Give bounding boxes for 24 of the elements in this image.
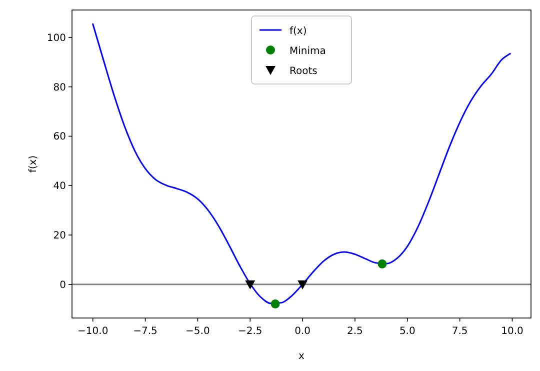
y-tick-label: 80: [53, 82, 66, 94]
point: [298, 280, 308, 290]
x-tick-label: 5.0: [399, 326, 416, 337]
x-tick-label: −2.5: [238, 326, 262, 337]
y-axis-title: f(x): [28, 155, 39, 173]
legend-label: f(x): [290, 26, 307, 37]
x-tick-label: −10.0: [78, 326, 108, 337]
x-tick-label: −5.0: [186, 326, 210, 337]
x-tick-label: 0.0: [294, 326, 310, 337]
point: [378, 259, 387, 268]
x-tick-label: −7.5: [133, 326, 158, 337]
legend-label: Minima: [290, 46, 326, 57]
y-tick-label: 40: [53, 181, 66, 192]
y-tick-label: 100: [46, 32, 66, 44]
x-tick-label: 7.5: [452, 326, 468, 337]
x-tick-label: 2.5: [347, 326, 363, 337]
x-tick-label: 10.0: [501, 326, 524, 337]
y-tick-label: 20: [53, 230, 66, 242]
y-tick-label: 0: [60, 280, 66, 291]
legend-label: Roots: [290, 66, 318, 77]
x-axis-title: x: [298, 351, 305, 362]
point: [245, 280, 256, 290]
point: [270, 299, 280, 308]
y-tick-label: 60: [53, 132, 66, 143]
